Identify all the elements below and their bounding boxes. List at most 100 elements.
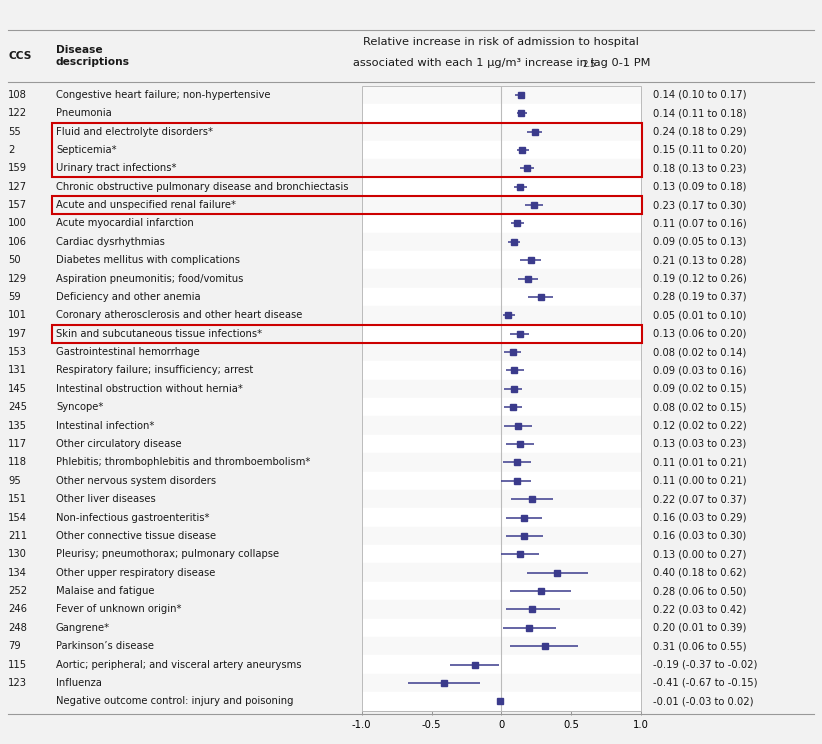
Text: Urinary tract infections*: Urinary tract infections* [56,163,177,173]
Bar [362,398,641,417]
Text: 0.20 (0.01 to 0.39): 0.20 (0.01 to 0.39) [653,623,747,633]
Text: Pneumonia: Pneumonia [56,108,112,118]
Text: Coronary atherosclerosis and other heart disease: Coronary atherosclerosis and other heart… [56,310,302,321]
Text: Diabetes mellitus with complications: Diabetes mellitus with complications [56,255,240,265]
Text: Syncope*: Syncope* [56,403,104,412]
Text: -0.19 (-0.37 to -0.02): -0.19 (-0.37 to -0.02) [653,660,758,670]
Text: 106: 106 [8,237,27,247]
Text: 115: 115 [8,660,27,670]
Text: Influenza: Influenza [56,678,102,688]
Text: 108: 108 [8,90,27,100]
Text: 0.18 (0.13 to 0.23): 0.18 (0.13 to 0.23) [653,163,747,173]
Text: 246: 246 [8,604,27,615]
Text: Other connective tissue disease: Other connective tissue disease [56,531,216,541]
Text: Gastrointestinal hemorrhage: Gastrointestinal hemorrhage [56,347,200,357]
Bar [362,251,641,269]
Bar [362,563,641,582]
Text: 0.19 (0.12 to 0.26): 0.19 (0.12 to 0.26) [653,274,747,283]
Text: 0.08 (0.02 to 0.14): 0.08 (0.02 to 0.14) [653,347,746,357]
Text: Respiratory failure; insufficiency; arrest: Respiratory failure; insufficiency; arre… [56,365,253,376]
Bar [362,86,641,711]
Text: Chronic obstructive pulmonary disease and bronchiectasis: Chronic obstructive pulmonary disease an… [56,182,349,192]
Text: Cardiac dysrhythmias: Cardiac dysrhythmias [56,237,164,247]
Bar [362,86,641,104]
Bar [362,417,641,434]
Text: 2: 2 [8,145,15,155]
Text: 0.09 (0.02 to 0.15): 0.09 (0.02 to 0.15) [653,384,747,394]
Bar [362,582,641,600]
Bar [362,637,641,655]
Text: 154: 154 [8,513,27,522]
Text: 0.14 (0.10 to 0.17): 0.14 (0.10 to 0.17) [653,90,747,100]
Text: 122: 122 [8,108,27,118]
Text: Other nervous system disorders: Other nervous system disorders [56,475,216,486]
Text: 129: 129 [8,274,27,283]
Text: Acute and unspecified renal failure*: Acute and unspecified renal failure* [56,200,236,210]
Text: 145: 145 [8,384,27,394]
Text: 211: 211 [8,531,27,541]
Text: 130: 130 [8,549,27,559]
Text: 131: 131 [8,365,27,376]
Text: 0.23 (0.17 to 0.30): 0.23 (0.17 to 0.30) [653,200,747,210]
Text: associated with each 1 μg/m³ increase in lag 0-1 PM: associated with each 1 μg/m³ increase in… [353,58,650,68]
Text: 0.13 (0.09 to 0.18): 0.13 (0.09 to 0.18) [653,182,747,192]
Text: Aspiration pneumonitis; food/vomitus: Aspiration pneumonitis; food/vomitus [56,274,243,283]
Bar [362,692,641,711]
Bar [362,196,641,214]
Text: Skin and subcutaneous tissue infections*: Skin and subcutaneous tissue infections* [56,329,262,339]
Text: -0.41 (-0.67 to -0.15): -0.41 (-0.67 to -0.15) [653,678,758,688]
Text: 0.08 (0.02 to 0.15): 0.08 (0.02 to 0.15) [653,403,747,412]
Text: 0.05 (0.01 to 0.10): 0.05 (0.01 to 0.10) [653,310,747,321]
Text: 101: 101 [8,310,27,321]
Text: Aortic; peripheral; and visceral artery aneurysms: Aortic; peripheral; and visceral artery … [56,660,302,670]
Bar [362,159,641,178]
Text: 117: 117 [8,439,27,449]
Bar [362,434,641,453]
Text: Fluid and electrolyte disorders*: Fluid and electrolyte disorders* [56,126,213,136]
Text: Acute myocardial infarction: Acute myocardial infarction [56,219,194,228]
Text: 79: 79 [8,641,21,651]
Text: 0.14 (0.11 to 0.18): 0.14 (0.11 to 0.18) [653,108,747,118]
Text: 0.40 (0.18 to 0.62): 0.40 (0.18 to 0.62) [653,568,747,577]
Text: 151: 151 [8,494,27,504]
Text: 135: 135 [8,420,27,431]
Text: 100: 100 [8,219,27,228]
Text: 0.13 (0.03 to 0.23): 0.13 (0.03 to 0.23) [653,439,746,449]
Text: Pleurisy; pneumothorax; pulmonary collapse: Pleurisy; pneumothorax; pulmonary collap… [56,549,279,559]
Text: 0.11 (0.07 to 0.16): 0.11 (0.07 to 0.16) [653,219,747,228]
Text: Malaise and fatigue: Malaise and fatigue [56,586,155,596]
Text: 0.11 (0.01 to 0.21): 0.11 (0.01 to 0.21) [653,458,747,467]
Text: Relative increase in risk of admission to hospital: Relative increase in risk of admission t… [363,37,640,47]
Text: Deficiency and other anemia: Deficiency and other anemia [56,292,201,302]
Text: 0.15 (0.11 to 0.20): 0.15 (0.11 to 0.20) [653,145,747,155]
Text: 50: 50 [8,255,21,265]
Bar [362,288,641,306]
Text: 2.5: 2.5 [582,60,596,69]
Text: 134: 134 [8,568,27,577]
Text: Fever of unknown origin*: Fever of unknown origin* [56,604,182,615]
Text: 252: 252 [8,586,27,596]
Text: Parkinson’s disease: Parkinson’s disease [56,641,154,651]
Text: Disease
descriptions: Disease descriptions [56,45,130,67]
Bar [362,545,641,563]
Bar [362,141,641,159]
Text: Gangrene*: Gangrene* [56,623,110,633]
Text: 0.11 (0.00 to 0.21): 0.11 (0.00 to 0.21) [653,475,747,486]
Text: 0.09 (0.03 to 0.16): 0.09 (0.03 to 0.16) [653,365,747,376]
Text: 55: 55 [8,126,21,136]
Text: 59: 59 [8,292,21,302]
Text: 95: 95 [8,475,21,486]
Text: 245: 245 [8,403,27,412]
Text: 118: 118 [8,458,27,467]
Text: Congestive heart failure; non-hypertensive: Congestive heart failure; non-hypertensi… [56,90,270,100]
Text: Other liver diseases: Other liver diseases [56,494,155,504]
Text: 0.28 (0.06 to 0.50): 0.28 (0.06 to 0.50) [653,586,747,596]
Text: 153: 153 [8,347,27,357]
Text: 0.13 (0.06 to 0.20): 0.13 (0.06 to 0.20) [653,329,747,339]
Bar [362,453,641,472]
Text: Septicemia*: Septicemia* [56,145,117,155]
Text: 248: 248 [8,623,27,633]
Text: -0.01 (-0.03 to 0.02): -0.01 (-0.03 to 0.02) [653,696,754,706]
Bar [362,104,641,122]
Text: Intestinal infection*: Intestinal infection* [56,420,155,431]
